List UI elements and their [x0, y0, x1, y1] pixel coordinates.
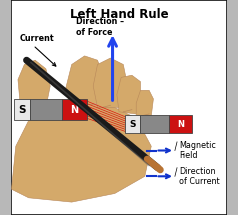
Text: N: N: [70, 105, 78, 115]
Polygon shape: [136, 90, 154, 118]
Bar: [169, 115, 192, 133]
Bar: [140, 115, 169, 133]
Text: Left Hand Rule: Left Hand Rule: [70, 8, 168, 20]
Text: S: S: [129, 120, 136, 129]
Text: S: S: [18, 105, 25, 115]
Text: Current: Current: [20, 34, 55, 43]
Bar: [62, 99, 87, 120]
Bar: [14, 99, 30, 120]
Polygon shape: [11, 103, 151, 202]
Text: Direction
of Current: Direction of Current: [179, 167, 220, 186]
Polygon shape: [18, 60, 50, 120]
Bar: [30, 99, 62, 120]
Text: N: N: [177, 120, 184, 129]
Polygon shape: [65, 56, 104, 108]
Bar: [125, 115, 140, 133]
Text: Magnetic
Field: Magnetic Field: [179, 141, 216, 160]
Polygon shape: [93, 58, 128, 108]
Polygon shape: [117, 75, 140, 114]
Text: Direction –
of Force: Direction – of Force: [76, 17, 124, 37]
